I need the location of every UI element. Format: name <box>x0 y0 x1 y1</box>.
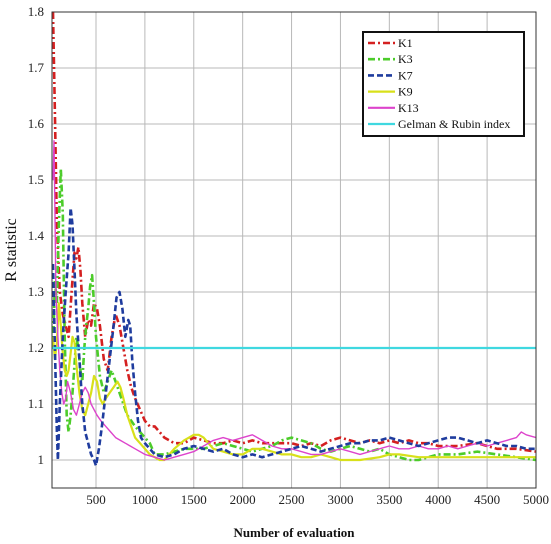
series-line-k1 <box>51 11 537 453</box>
series-line-k13 <box>52 140 537 461</box>
legend-label: K7 <box>398 68 413 82</box>
series-lines <box>51 11 537 467</box>
x-tick-label: 500 <box>86 492 106 507</box>
x-tick-label: 3500 <box>376 492 402 507</box>
series-line-k3 <box>51 167 537 462</box>
x-tick-label: 2000 <box>230 492 256 507</box>
y-tick-label: 1.5 <box>28 172 44 187</box>
y-tick-label: 1.3 <box>28 284 44 299</box>
legend-box <box>362 31 525 137</box>
y-axis-label: R statistic <box>3 218 20 282</box>
legend-label: K3 <box>398 52 413 66</box>
x-tick-label: 1000 <box>132 492 158 507</box>
legend-label: K9 <box>398 85 413 99</box>
x-tick-label: 4000 <box>425 492 451 507</box>
x-tick-label: 3000 <box>327 492 353 507</box>
y-tick-label: 1 <box>38 452 45 467</box>
x-tick-label: 2500 <box>279 492 305 507</box>
y-tick-label: 1.1 <box>28 396 44 411</box>
x-axis-label: Number of evaluation <box>233 525 355 540</box>
series-line-k7 <box>51 206 536 467</box>
y-tick-label: 1.4 <box>28 228 45 243</box>
x-tick-label: 1500 <box>181 492 207 507</box>
legend: K1 K3 K7 K9 K13 Gelman & Rubin index <box>362 31 525 137</box>
y-tick-label: 1.6 <box>28 116 45 131</box>
x-tick-label: 4500 <box>474 492 500 507</box>
plot-frame <box>51 11 537 489</box>
legend-label: K13 <box>398 101 419 115</box>
y-tick-label: 1.2 <box>28 340 44 355</box>
y-tick-label: 1.7 <box>28 60 45 75</box>
legend-label: Gelman & Rubin index <box>398 117 510 131</box>
x-tick-label: 5000 <box>523 492 549 507</box>
y-tick-label: 1.8 <box>28 4 44 19</box>
axis-ticks: 500 1000 1500 2000 2500 3000 3500 4000 4500 5000 1… <box>28 4 549 507</box>
legend-label: K1 <box>398 36 413 50</box>
series-line-k9 <box>51 302 536 462</box>
